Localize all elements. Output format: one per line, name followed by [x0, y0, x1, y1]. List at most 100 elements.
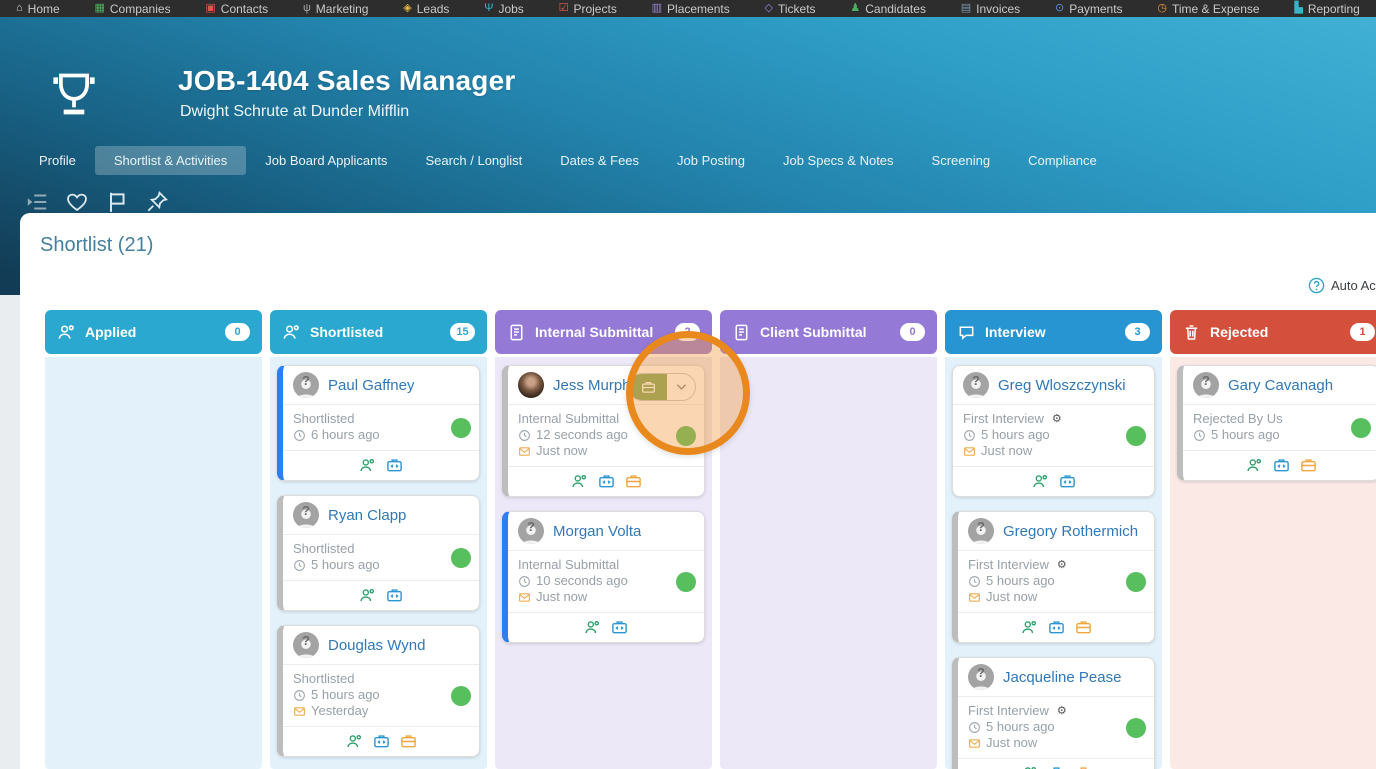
person-icon[interactable] [1032, 473, 1049, 490]
card-gregory-rothermich[interactable]: ? Gregory Rothermich First Interview ⚙ 5… [952, 511, 1155, 643]
status-row: Shortlisted [293, 411, 449, 427]
card-body: Rejected By Us 5 hours ago [1183, 404, 1376, 450]
tab-job-posting[interactable]: Job Posting [658, 146, 764, 175]
card-footer [1183, 450, 1376, 480]
candidate-name-link[interactable]: Jacqueline Pease [1003, 668, 1122, 686]
favorite-heart-icon[interactable] [64, 189, 90, 215]
tab-dates-fees[interactable]: Dates & Fees [541, 146, 658, 175]
card-action-icons [1032, 473, 1076, 490]
person-icon[interactable] [359, 587, 376, 604]
card-action-icons [1246, 457, 1317, 474]
briefcase-icon[interactable] [1075, 765, 1092, 769]
briefcase-sync-icon[interactable] [386, 457, 403, 474]
nav-item-payments[interactable]: ⊙ Payments [1055, 2, 1123, 16]
candidate-name-link[interactable]: Douglas Wynd [328, 636, 426, 654]
card-greg-wloszczynski[interactable]: ? Greg Wloszczynski First Interview ⚙ 5 … [952, 365, 1155, 497]
tab-shortlist-activities[interactable]: Shortlist & Activities [94, 145, 247, 175]
collapse-menu-icon[interactable] [24, 189, 50, 215]
candidate-name-link[interactable]: Jess Murphy [553, 376, 639, 394]
nav-item-reporting[interactable]: ▙ Reporting [1294, 2, 1360, 16]
briefcase-icon[interactable] [1075, 619, 1092, 636]
briefcase-sync-icon[interactable] [373, 733, 390, 750]
card-paul-gaffney[interactable]: ? Paul Gaffney Shortlisted 6 hours ago [277, 365, 480, 481]
nav-item-label: Candidates [865, 1, 926, 16]
tab-search-longlist[interactable]: Search / Longlist [406, 146, 541, 175]
mail-text: Just now [536, 589, 588, 604]
card-jess-murphy[interactable]: ? Jess Murphy Internal Submittal 12 seco… [502, 365, 705, 497]
tab-job-specs-notes[interactable]: Job Specs & Notes [764, 146, 913, 175]
briefcase-sync-icon[interactable] [386, 587, 403, 604]
person-icon[interactable] [1021, 619, 1038, 636]
card-body: Internal Submittal 10 seconds ago Just n… [508, 550, 704, 612]
column-count-badge: 0 [225, 323, 250, 341]
tab-compliance[interactable]: Compliance [1009, 146, 1116, 175]
status-text: Shortlisted [293, 671, 355, 686]
card-ryan-clapp[interactable]: ? Ryan Clapp Shortlisted 5 hours ago [277, 495, 480, 611]
candidate-name-link[interactable]: Ryan Clapp [328, 506, 407, 524]
nav-item-companies[interactable]: ▦ Companies [94, 2, 170, 16]
nav-item-placements[interactable]: ▥ Placements [652, 2, 730, 16]
nav-item-marketing[interactable]: ψ Marketing [303, 2, 369, 16]
card-body: First Interview ⚙ 5 hours ago Just now [953, 404, 1154, 466]
nav-item-home[interactable]: ⌂ Home [16, 2, 60, 16]
nav-item-projects[interactable]: ☑ Projects [559, 2, 617, 16]
auto-actions-link[interactable]: Auto Act [1308, 277, 1376, 294]
card-quick-actions[interactable] [628, 373, 696, 401]
candidate-name-link[interactable]: Greg Wloszczynski [998, 376, 1126, 394]
time-row: 5 hours ago [293, 687, 449, 703]
time-row: 5 hours ago [968, 573, 1124, 589]
briefcase-sync-icon[interactable] [611, 619, 628, 636]
nav-item-leads[interactable]: ◈ Leads [403, 2, 449, 16]
nav-item-label: Leads [416, 1, 450, 16]
candidate-name-link[interactable]: Paul Gaffney [328, 376, 415, 394]
nav-item-label: Companies [109, 1, 171, 16]
pin-icon[interactable] [144, 189, 170, 215]
nav-item-jobs[interactable]: Ψ Jobs [484, 2, 524, 16]
nav-item-label: Time & Expense [1171, 1, 1260, 16]
tab-profile[interactable]: Profile [20, 146, 95, 175]
time-row: 5 hours ago [963, 427, 1124, 443]
candidate-name-link[interactable]: Gary Cavanagh [1228, 376, 1334, 394]
briefcase-icon[interactable] [625, 473, 642, 490]
person-icon[interactable] [359, 457, 376, 474]
tickets-icon: ◇ [764, 2, 773, 14]
chevron-down-icon[interactable] [667, 374, 695, 400]
status-dot [451, 685, 471, 706]
briefcase-sync-icon[interactable] [598, 473, 615, 490]
card-douglas-wynd[interactable]: ? Douglas Wynd Shortlisted 5 hours ago Y… [277, 625, 480, 757]
candidate-name-link[interactable]: Gregory Rothermich [1003, 522, 1139, 540]
time-text: 5 hours ago [986, 573, 1055, 588]
time-row: 10 seconds ago [518, 573, 674, 589]
nav-item-candidates[interactable]: ♟ Candidates [850, 2, 926, 16]
card-morgan-volta[interactable]: ? Morgan Volta Internal Submittal 10 sec… [502, 511, 705, 643]
tab-screening[interactable]: Screening [913, 146, 1010, 175]
person-icon[interactable] [346, 733, 363, 750]
tab-job-board-applicants[interactable]: Job Board Applicants [246, 146, 406, 175]
flag-icon[interactable] [104, 189, 130, 215]
person-icon[interactable] [571, 473, 588, 490]
column-internal-submittal: Internal Submittal 2 ? Jess Murphy Inter… [495, 310, 712, 769]
time-text: 5 hours ago [1211, 427, 1280, 442]
card-jacqueline-pease[interactable]: ? Jacqueline Pease First Interview ⚙ 5 h… [952, 657, 1155, 769]
briefcase-icon[interactable] [400, 733, 417, 750]
briefcase-sync-icon[interactable] [1048, 765, 1065, 769]
briefcase-sync-icon[interactable] [1059, 473, 1076, 490]
card-action-icons [359, 587, 403, 604]
person-icon[interactable] [584, 619, 601, 636]
briefcase-sync-icon[interactable] [1048, 619, 1065, 636]
briefcase-icon[interactable] [1300, 457, 1317, 474]
nav-item-tickets[interactable]: ◇ Tickets [765, 2, 816, 16]
tab-label: Compliance [1028, 152, 1097, 168]
person-icon[interactable] [1246, 457, 1263, 474]
candidate-name-link[interactable]: Morgan Volta [553, 522, 642, 540]
card-body: Shortlisted 5 hours ago Yesterday [283, 664, 479, 726]
nav-item-time-expense[interactable]: ◷ Time & Expense [1157, 2, 1259, 16]
mail-text: Just now [536, 443, 588, 458]
nav-item-contacts[interactable]: ▣ Contacts [205, 2, 268, 16]
submit-button[interactable] [629, 374, 667, 400]
card-header: ? Ryan Clapp [283, 496, 479, 534]
card-gary-cavanagh[interactable]: ? Gary Cavanagh Rejected By Us 5 hours a… [1177, 365, 1376, 481]
briefcase-sync-icon[interactable] [1273, 457, 1290, 474]
nav-item-invoices[interactable]: ▤ Invoices [961, 2, 1020, 16]
person-icon[interactable] [1021, 765, 1038, 769]
